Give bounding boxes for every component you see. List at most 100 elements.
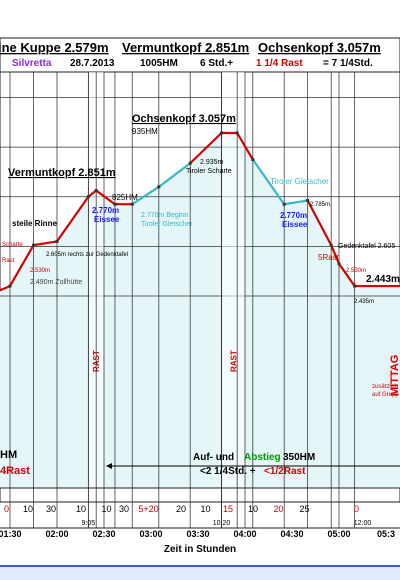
segment-duration: 10 [248,504,258,514]
profile-point [337,262,341,266]
summary-line2-a: <2 1/4Std. + [200,466,256,477]
bottom-frame [0,566,400,580]
ann-zusaetzlich: zusätzlich [372,384,398,390]
profile-segment [189,131,223,165]
segment-duration: 0 [354,504,359,514]
segment-duration: 10 [76,504,86,514]
x-tick-extra-label: 9:05 [82,520,96,527]
header-time-b: = 7 1/4Std. [323,58,373,69]
x-tick-label: 04:00 [233,529,256,539]
profile-segment [0,284,12,292]
profile-segment [55,195,90,243]
profile-point [32,243,35,247]
profile-point [55,239,59,243]
profile-point [235,131,239,135]
ann-steile-rinne: steile Rinne [12,219,57,228]
rast-column-label: RAST [229,350,238,372]
profile-segment [131,185,160,206]
profile-point [353,284,357,288]
profile-segment [157,162,192,188]
summary-line2-b: <1/2Rast [264,466,306,477]
segment-duration: 10 [200,504,210,514]
profile-point [130,202,134,206]
x-tick-label: 02:00 [45,529,68,539]
summary-left-rast: 4Rast [0,465,30,477]
profile-point [188,161,192,165]
summary-line1-b: Abstieg [244,452,281,463]
ann-zollhuette: 2.490m Zollhütte [30,279,82,286]
ann-eissee-2-height: 2.770m [280,211,307,220]
segment-duration: 5+20 [138,504,158,514]
segment-duration: 20 [176,504,186,514]
segment-duration: 10 [23,504,33,514]
profile-segment [251,158,286,206]
segment-duration: 10 [101,504,111,514]
profile-segment [337,262,356,288]
segment-duration: 30 [46,504,56,514]
profile-point [306,198,310,202]
summary-arrow-head [106,463,112,469]
ann-2530-right: 2.530m [346,268,366,274]
x-tick-label: 05:3 [377,529,395,539]
peak-hm-ochsenkopf: 935HM [132,127,158,136]
ann-scharte: Scharte [2,242,23,248]
x-axis-title: Zeit in Stunden [164,544,236,555]
x-tick-label: 04:30 [280,529,303,539]
x-tick-label: 03:00 [139,529,162,539]
ann-2530-left: 2.530m [30,268,50,274]
header-peak-1: ine Kuppe 2.579m [0,40,109,55]
profile-segment [95,189,117,206]
ann-auf-grupp: auf Grupp [372,392,399,398]
profile-segment [32,240,59,247]
profile-segment [306,199,333,247]
x-tick-extra-label: 12:00 [354,520,372,527]
segment-duration: 25 [299,504,309,514]
summary-line1-a: Auf- und [193,452,234,463]
segment-duration: 20 [273,504,283,514]
x-tick-label: 02:30 [92,529,115,539]
segment-duration: 15 [223,504,233,514]
profile-segment [8,244,35,288]
ann-eissee-1: Eissee [94,215,120,224]
ann-rast-left: Rast [2,258,15,264]
summary-left-hm: HM [0,449,17,461]
header-peak-3: Ochsenkopf 3.057m [258,40,381,55]
ann-beginn-gletscher: 2.770m Beginn [141,212,188,219]
ann-tiroler-gletscher-left: Tiroler Gletscher [141,221,193,228]
x-tick-label: 01:30 [0,529,22,539]
profile-segment [236,131,254,161]
x-tick-extra-label: 10:20 [213,520,231,527]
profile-point [94,189,98,193]
peak-label-vermuntkopf: Vermuntkopf 2.851m [8,167,116,179]
profile-segment [283,199,309,206]
ann-tiroler-gletscher-right: Tiroler Gletscher [270,177,329,186]
ann-2443: 2.443m [366,274,400,285]
profile-point [86,195,90,199]
header-time-rest: 1 1/4 Rast [256,58,303,69]
summary-line1-c: 350HM [283,452,315,463]
profile-point [282,202,286,206]
x-tick-label: 03:30 [186,529,209,539]
segment-duration: 30 [119,504,129,514]
profile-point [329,243,333,247]
header-date: 28.7.2013 [70,58,115,69]
x-tick-label: 05:00 [327,529,350,539]
profile-point [220,131,223,135]
profile-point [157,185,161,189]
plot-frame [0,71,400,503]
segment-duration: 0 [4,504,9,514]
ann-tiroler-scharte: Tiroler Scharte [186,168,232,175]
header-time-a: 6 Std.+ [200,58,233,69]
header-hm: 1005HM [140,58,178,69]
header-group: Silvretta [12,58,52,69]
header-band [0,37,400,73]
ann-5rast: 5Rast [318,253,340,262]
ann-eissee-1-height: 2.770m [92,206,119,215]
ann-2605-gedenktafel: 2.605m rechts zur Gedenktafel [46,252,128,258]
ann-gedenktafel-right: Gedenktafel 2.605 [338,243,395,250]
peak-label-ochsenkopf: Ochsenkopf 3.057m [132,113,236,125]
ann-2435: 2.435m [354,299,374,305]
profile-point [113,202,117,206]
